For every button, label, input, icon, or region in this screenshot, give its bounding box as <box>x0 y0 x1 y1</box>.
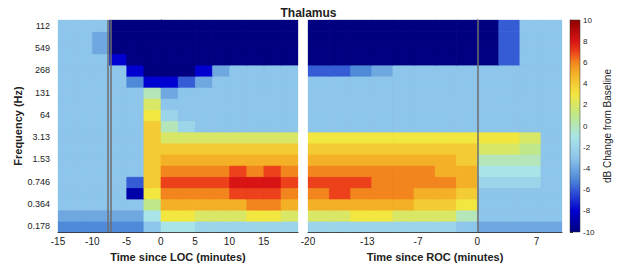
svg-text:4: 4 <box>583 79 588 88</box>
svg-text:0: 0 <box>583 122 588 131</box>
svg-text:0: 0 <box>475 236 481 247</box>
svg-text:1.53: 1.53 <box>32 154 50 164</box>
svg-text:-5: -5 <box>122 236 131 247</box>
svg-text:-15: -15 <box>51 236 66 247</box>
svg-text:0.178: 0.178 <box>27 221 50 231</box>
svg-text:-10: -10 <box>85 236 100 247</box>
svg-text:Time since LOC (minutes): Time since LOC (minutes) <box>110 251 246 263</box>
svg-text:Thalamus: Thalamus <box>280 6 336 20</box>
svg-text:10: 10 <box>583 16 592 25</box>
svg-text:-6: -6 <box>583 185 591 194</box>
svg-text:-2: -2 <box>583 143 591 152</box>
svg-text:Frequency (Hz): Frequency (Hz) <box>12 86 24 166</box>
svg-text:-8: -8 <box>583 206 591 215</box>
svg-text:-4: -4 <box>583 164 591 173</box>
svg-text:0.746: 0.746 <box>27 177 50 187</box>
svg-text:268: 268 <box>35 65 50 75</box>
svg-text:549: 549 <box>35 43 50 53</box>
svg-text:-13: -13 <box>360 236 375 247</box>
svg-text:131: 131 <box>35 88 50 98</box>
svg-text:dB Change from Baseline: dB Change from Baseline <box>602 69 613 183</box>
svg-text:0.364: 0.364 <box>27 199 50 209</box>
svg-text:0: 0 <box>158 236 164 247</box>
svg-text:-20: -20 <box>301 236 316 247</box>
svg-text:10: 10 <box>224 236 236 247</box>
svg-text:-10: -10 <box>583 228 595 237</box>
svg-text:-7: -7 <box>414 236 423 247</box>
svg-text:64: 64 <box>40 110 50 120</box>
svg-text:Time since ROC (minutes): Time since ROC (minutes) <box>367 251 504 263</box>
svg-text:112: 112 <box>36 21 50 31</box>
svg-text:2: 2 <box>583 100 588 109</box>
svg-text:8: 8 <box>583 37 588 46</box>
svg-text:3.13: 3.13 <box>32 132 50 142</box>
svg-text:6: 6 <box>583 58 588 67</box>
svg-text:7: 7 <box>534 236 540 247</box>
svg-text:15: 15 <box>258 236 270 247</box>
svg-text:5: 5 <box>192 236 198 247</box>
